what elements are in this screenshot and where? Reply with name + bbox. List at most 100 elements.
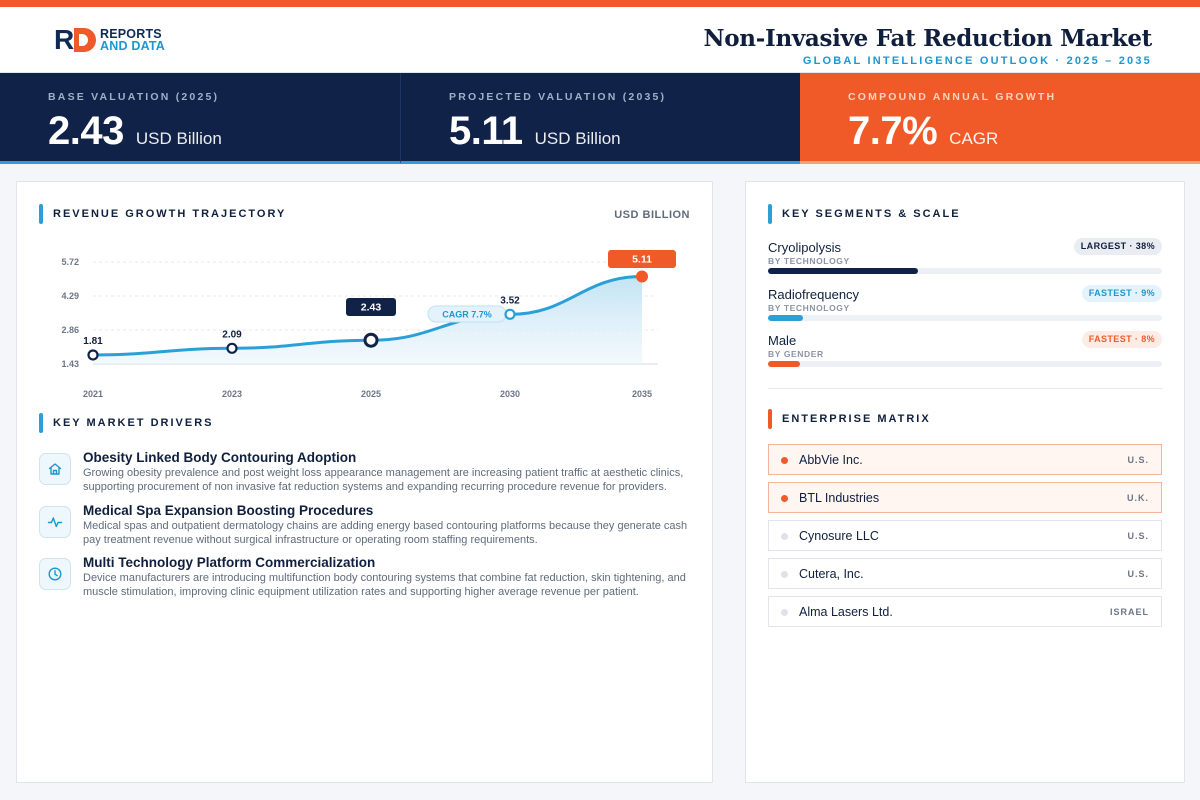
- driver-item: Multi Technology Platform Commercializat…: [39, 555, 689, 603]
- segment-row: Cryolipolysis BY TECHNOLOGY LARGEST · 38…: [768, 238, 1162, 284]
- home-icon: [39, 453, 71, 485]
- top-accent-bar: [0, 0, 1200, 7]
- segment-category: BY TECHNOLOGY: [768, 256, 850, 266]
- segment-category: BY GENDER: [768, 349, 824, 359]
- activity-icon: [39, 506, 71, 538]
- data-label-box: [608, 250, 676, 268]
- kpi-projected-valuation: PROJECTED VALUATION (2035) 5.11 USD Bill…: [400, 73, 800, 164]
- drivers-section-title: KEY MARKET DRIVERS: [39, 413, 213, 433]
- page-header: R REPORTS AND DATA Non-Invasive Fat Redu…: [0, 7, 1200, 73]
- kpi-value: 7.7%: [848, 109, 938, 153]
- data-label: 5.11: [632, 254, 652, 266]
- company-name: BTL Industries: [799, 491, 880, 505]
- driver-item: Medical Spa Expansion Boosting Procedure…: [39, 503, 689, 551]
- x-tick-label: 2021: [83, 389, 103, 399]
- data-label: 2.43: [361, 302, 382, 314]
- kpi-label: COMPOUND ANNUAL GROWTH: [848, 91, 1057, 103]
- driver-item: Obesity Linked Body Contouring Adoption …: [39, 450, 689, 498]
- status-dot: [781, 457, 788, 464]
- company-name: Alma Lasers Ltd.: [799, 605, 893, 619]
- segment-name: Radiofrequency: [768, 287, 860, 302]
- kpi-label: BASE VALUATION (2025): [48, 91, 220, 103]
- company-country: U.S.: [1127, 569, 1149, 579]
- segment-bar-track: [768, 268, 1162, 274]
- data-label: 1.81: [83, 336, 103, 347]
- kpi-unit: USD Billion: [135, 129, 222, 148]
- data-point: [504, 308, 516, 320]
- section-accent-bar: [768, 409, 772, 429]
- driver-title: Medical Spa Expansion Boosting Procedure…: [83, 503, 374, 518]
- segment-bar-fill: [768, 361, 800, 367]
- status-dot: [781, 533, 788, 540]
- section-accent-bar: [39, 413, 43, 433]
- segment-bar-track: [768, 315, 1162, 321]
- segment-badge: FASTEST · 9%: [1081, 285, 1162, 302]
- segment-bar-fill: [768, 268, 918, 274]
- company-name: Cynosure LLC: [799, 529, 879, 543]
- y-tick-label: 4.29: [61, 291, 79, 301]
- driver-description: Growing obesity prevalence and post weig…: [83, 467, 684, 493]
- data-point: [636, 270, 648, 283]
- driver-description: Medical spas and outpatient dermatology …: [83, 520, 688, 546]
- kpi-cagr: COMPOUND ANNUAL GROWTH 7.7% CAGR: [800, 73, 1200, 164]
- segments-and-enterprise-card: KEY SEGMENTS & SCALE Cryolipolysis BY TE…: [745, 181, 1185, 783]
- chart-area-fill: [93, 276, 642, 364]
- segment-name: Cryolipolysis: [768, 240, 841, 255]
- y-tick-label: 2.86: [61, 325, 79, 335]
- enterprise-row[interactable]: Cutera, Inc. U.S.: [768, 558, 1162, 589]
- driver-title: Obesity Linked Body Contouring Adoption: [83, 450, 357, 465]
- kpi-base-valuation: BASE VALUATION (2025) 2.43 USD Billion: [0, 73, 400, 164]
- segment-badge: FASTEST · 8%: [1081, 331, 1162, 348]
- segment-row: Male BY GENDER FASTEST · 8%: [768, 331, 1162, 377]
- kpi-unit: USD Billion: [534, 129, 621, 148]
- enterprise-section-title: ENTERPRISE MATRIX: [768, 409, 931, 429]
- company-country: U.K.: [1127, 493, 1149, 503]
- data-point: [87, 349, 99, 361]
- revenue-and-drivers-card: REVENUE GROWTH TRAJECTORY USD BILLION 5.…: [16, 181, 713, 783]
- segments-section-title-text: KEY SEGMENTS & SCALE: [782, 208, 961, 220]
- brand-logo[interactable]: R REPORTS AND DATA: [54, 26, 166, 54]
- chart-y-axis: 5.72 4.29 2.86 1.43: [61, 257, 79, 369]
- revenue-section-title: REVENUE GROWTH TRAJECTORY: [39, 204, 286, 224]
- driver-description: Device manufacturers are introducing mul…: [83, 572, 686, 598]
- brand-logo-text: REPORTS AND DATA: [100, 27, 166, 53]
- enterprise-row[interactable]: Alma Lasers Ltd. ISRAEL: [768, 596, 1162, 627]
- segments-section-title: KEY SEGMENTS & SCALE: [768, 204, 961, 224]
- section-accent-bar: [768, 204, 772, 224]
- segment-badge: LARGEST · 38%: [1073, 238, 1162, 255]
- company-country: ISRAEL: [1109, 607, 1149, 617]
- enterprise-row[interactable]: Cynosure LLC U.S.: [768, 520, 1162, 551]
- status-dot: [781, 495, 788, 502]
- cagr-label: CAGR 7.7%: [442, 310, 492, 320]
- section-accent-bar: [39, 204, 43, 224]
- data-point: [226, 342, 238, 354]
- x-tick-label: 2023: [222, 389, 242, 399]
- enterprise-row[interactable]: BTL Industries U.K.: [768, 482, 1162, 513]
- revenue-section-title-text: REVENUE GROWTH TRAJECTORY: [53, 208, 287, 220]
- chart-unit-label: USD BILLION: [614, 209, 690, 221]
- data-label: 2.09: [222, 329, 242, 340]
- brand-line-1: REPORTS: [100, 27, 162, 41]
- enterprise-row[interactable]: AbbVie Inc. U.S.: [768, 444, 1162, 475]
- kpi-value: 2.43: [48, 109, 124, 153]
- revenue-line-chart: 5.72 4.29 2.86 1.43 CAGR 7.7% 1.81 2.09 2.43 3…: [61, 250, 676, 399]
- company-name: AbbVie Inc.: [799, 453, 863, 467]
- enterprise-section-title-text: ENTERPRISE MATRIX: [782, 413, 931, 425]
- clock-icon: [39, 558, 71, 590]
- driver-title: Multi Technology Platform Commercializat…: [83, 555, 376, 570]
- kpi-value: 5.11: [449, 109, 523, 153]
- x-tick-label: 2035: [632, 389, 652, 399]
- chart-points: [87, 270, 648, 361]
- y-tick-label: 5.72: [61, 257, 79, 267]
- segment-category: BY TECHNOLOGY: [768, 303, 850, 313]
- brand-line-2: AND DATA: [100, 39, 166, 53]
- page-subtitle: GLOBAL INTELLIGENCE OUTLOOK · 2025 – 203…: [802, 55, 1152, 67]
- series-area: [93, 276, 642, 364]
- drivers-section-title-text: KEY MARKET DRIVERS: [53, 417, 214, 429]
- chart-data-labels: 1.81 2.09 2.43 3.52 5.11: [83, 250, 676, 347]
- segment-bar-track: [768, 361, 1162, 367]
- chart-x-axis: 2021 2023 2025 2030 2035: [83, 389, 652, 399]
- data-label-box: [346, 298, 396, 316]
- kpi-strip: BASE VALUATION (2025) 2.43 USD Billion P…: [0, 73, 1200, 164]
- company-country: U.S.: [1127, 531, 1149, 541]
